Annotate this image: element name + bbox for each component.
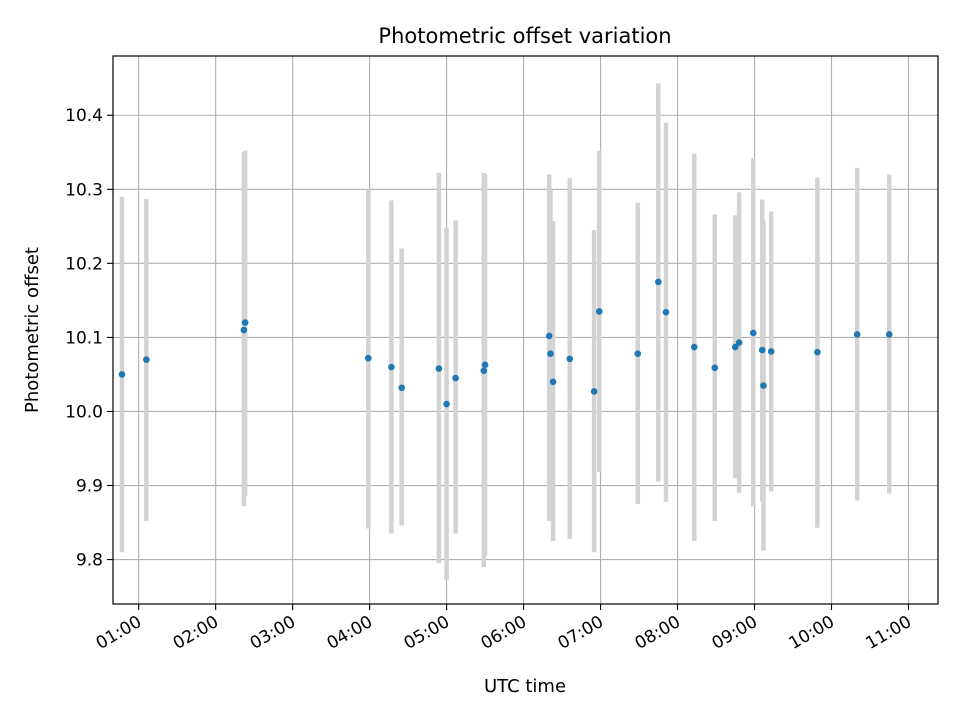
data-point	[435, 365, 443, 372]
data-point	[814, 348, 821, 356]
data-point	[443, 400, 450, 408]
data-point	[240, 326, 248, 334]
data-point	[749, 329, 757, 337]
y-axis-ticks: 9.8 9.9 10.0 10.1 10.2 10.3 10.4	[65, 106, 113, 571]
y-axis-label: Photometric offset	[22, 247, 43, 413]
y-tick-label: 10.4	[65, 106, 103, 126]
data-point	[885, 331, 893, 338]
data-point	[711, 364, 719, 372]
data-point	[760, 382, 767, 389]
error-bars	[119, 83, 892, 581]
x-tick-label: 06:00	[478, 612, 530, 654]
data-point	[595, 308, 603, 315]
data-point	[549, 378, 557, 386]
data-point	[547, 350, 554, 357]
plot-area	[112, 55, 939, 605]
data-point	[853, 331, 861, 338]
data-point	[481, 361, 489, 369]
data-point	[735, 339, 743, 346]
data-point	[545, 332, 553, 340]
x-tick-label: 02:00	[170, 612, 222, 654]
data-point	[731, 343, 739, 351]
data-point	[654, 278, 662, 286]
x-axis-label: UTC time	[484, 676, 566, 697]
y-tick-label: 10.1	[65, 328, 103, 348]
data-point	[758, 346, 766, 354]
x-tick-label: 03:00	[247, 612, 299, 654]
chart-title: Photometric offset variation	[378, 24, 671, 48]
x-tick-label: 08:00	[632, 612, 684, 654]
data-point	[118, 371, 126, 378]
y-tick-label: 10.0	[65, 402, 103, 422]
x-tick-label: 01:00	[93, 612, 145, 654]
x-tick-label: 09:00	[709, 612, 761, 654]
x-tick-label: 07:00	[555, 612, 607, 654]
data-point	[241, 319, 249, 326]
data-points	[118, 278, 893, 408]
x-tick-label: 11:00	[863, 612, 915, 654]
data-point	[690, 343, 698, 351]
y-tick-label: 9.8	[76, 551, 103, 571]
data-point	[480, 367, 488, 375]
data-point	[365, 354, 372, 362]
data-point	[590, 388, 598, 395]
data-point	[566, 355, 574, 363]
data-point	[398, 384, 405, 392]
x-tick-label: 10:00	[786, 612, 838, 654]
data-point	[662, 308, 670, 316]
data-point	[767, 348, 775, 355]
grid	[113, 56, 938, 604]
data-point	[388, 363, 395, 371]
data-point	[452, 374, 459, 382]
x-axis-ticks: 01:00 02:00 03:00 04:00 05:00 06:00 07:00 08:00…	[93, 604, 915, 654]
x-tick-label: 05:00	[401, 612, 453, 654]
data-point	[634, 350, 642, 357]
data-point	[143, 356, 150, 363]
y-tick-label: 10.2	[65, 254, 103, 274]
y-tick-label: 10.3	[65, 180, 103, 200]
x-tick-label: 04:00	[324, 612, 376, 654]
y-tick-label: 9.9	[76, 477, 103, 497]
